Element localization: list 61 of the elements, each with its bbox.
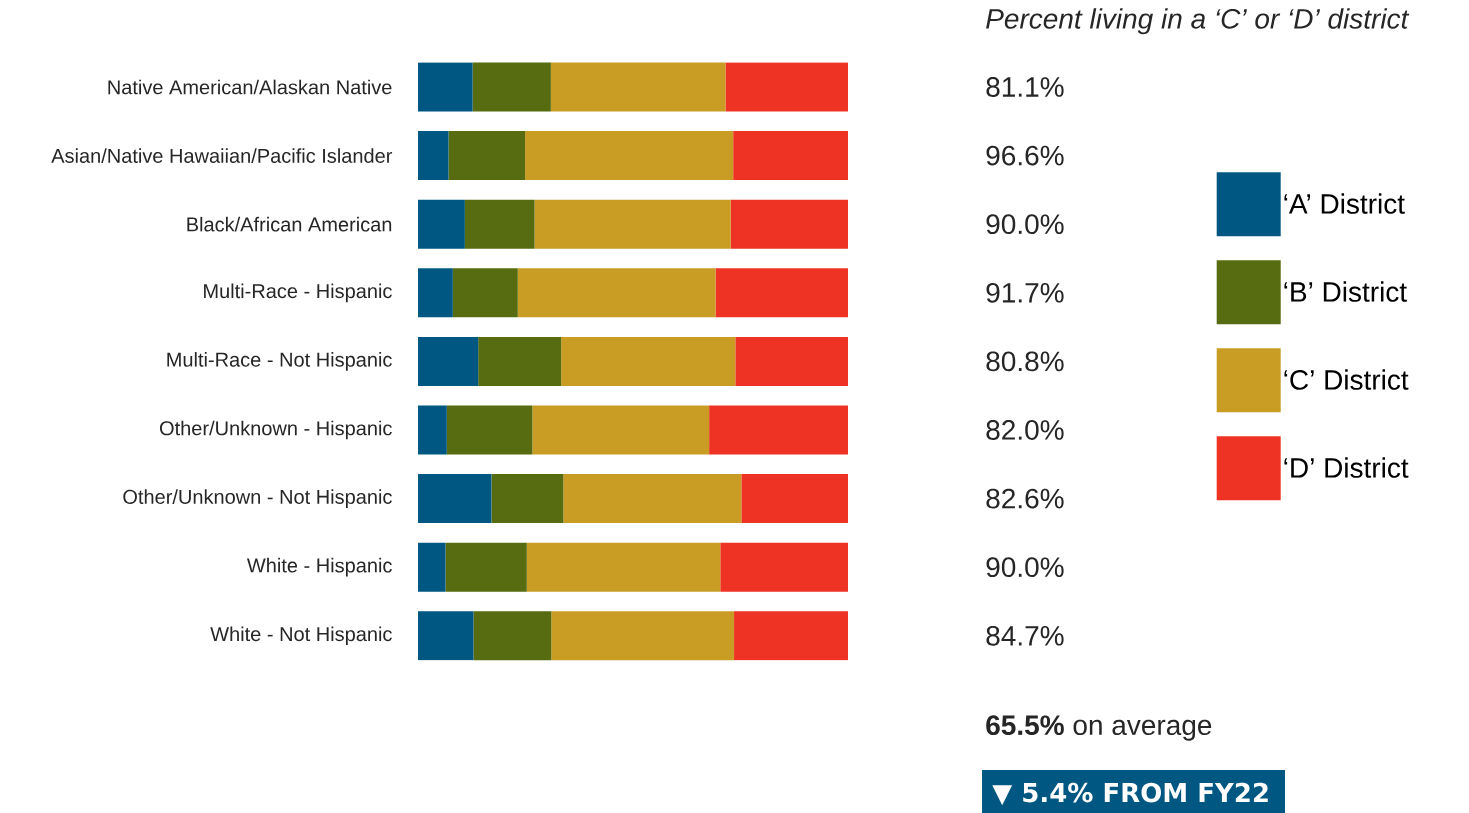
legend-label: ‘C’ District — [1284, 369, 1409, 390]
bar — [418, 542, 446, 592]
bar — [445, 542, 527, 592]
bar — [551, 611, 735, 661]
bar — [517, 268, 716, 318]
text: 84.7% — [986, 625, 1064, 646]
bar — [733, 131, 848, 181]
bar — [448, 131, 526, 181]
bar — [730, 199, 848, 249]
bar — [715, 268, 848, 318]
bar — [709, 405, 848, 455]
bar — [735, 336, 848, 386]
bar — [472, 62, 551, 112]
bar — [418, 131, 449, 181]
bar — [418, 62, 473, 112]
text: Percent living in a ‘C’ or ‘D’ district — [986, 8, 1410, 35]
text: 82.0% — [986, 420, 1064, 440]
legend-label: ‘B’ District — [1284, 281, 1407, 302]
legend-label: ‘A’ District — [1284, 193, 1405, 214]
bar — [452, 268, 518, 318]
legend-label: ‘D’ District — [1284, 457, 1409, 478]
text: 80.8% — [986, 351, 1064, 372]
y-tick-label: White - Hispanic — [246, 557, 392, 577]
text: 91.7% — [986, 282, 1064, 303]
bar — [418, 268, 453, 318]
bar — [561, 336, 736, 386]
y-tick-label: White - Not Hispanic — [210, 626, 392, 646]
bar — [720, 542, 848, 592]
text: 90.0% — [986, 557, 1064, 578]
y-tick-label: Black/African American — [187, 216, 392, 232]
bar — [534, 199, 731, 249]
bar — [418, 199, 465, 249]
bar — [478, 336, 562, 386]
bar — [464, 199, 535, 249]
text: 96.6% — [986, 145, 1064, 166]
bar — [473, 611, 552, 661]
bar — [525, 131, 734, 181]
bar — [418, 405, 447, 455]
text: ▼ 5.4% FROM FY22 — [992, 782, 1268, 806]
bar — [418, 611, 474, 661]
bar — [418, 336, 479, 386]
text: 90.0% — [986, 214, 1064, 235]
bar — [550, 62, 726, 112]
bar — [532, 405, 710, 455]
bar — [491, 474, 564, 524]
text: 82.6% — [986, 488, 1064, 509]
y-tick-label: Multi-Race - Not Hispanic — [167, 352, 392, 371]
y-tick-label: Native American/Alaskan Native — [108, 79, 392, 95]
y-tick-label: Other/Unknown - Hispanic — [159, 420, 392, 440]
bar — [734, 611, 848, 661]
bar — [526, 542, 721, 592]
bar — [418, 474, 492, 524]
bar — [725, 62, 848, 112]
text: 81.1% — [986, 77, 1064, 97]
y-tick-label: Other/Unknown - Not Hispanic — [123, 489, 392, 508]
y-tick-label: Asian/Native Hawaiian/Pacific Islander — [51, 148, 393, 163]
bar — [741, 474, 848, 524]
y-tick-label: Multi-Race - Hispanic — [204, 283, 392, 303]
text: 65.5% on average — [986, 715, 1212, 741]
bar — [446, 405, 533, 455]
bar — [563, 474, 742, 524]
